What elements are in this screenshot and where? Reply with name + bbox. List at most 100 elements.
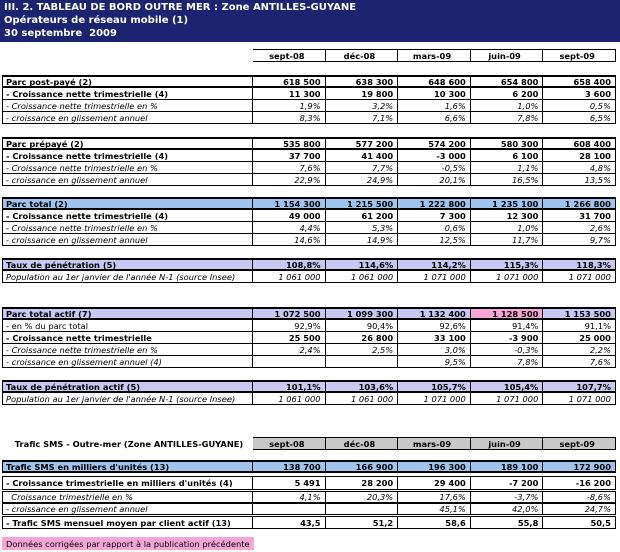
table-row: - Croissance nette trimestrielle (4) 37 7… — [2, 150, 616, 162]
cell-value: 5,3% — [325, 222, 399, 234]
cell-value: 114,2% — [398, 258, 471, 271]
cell-value: 1,1% — [470, 162, 544, 174]
table-row: - Croissance nette trimestrielle en % 2,4… — [2, 344, 616, 356]
cell-value: 4,8% — [543, 162, 616, 174]
cell-value — [325, 503, 399, 515]
cell-value: 1 132 400 — [398, 307, 471, 320]
table-row: - en % du parc total 92,9% 90,4% 92,6% 91,4%… — [2, 320, 616, 332]
cell-value: 105,4% — [470, 380, 544, 393]
cell-value: 1 222 800 — [398, 197, 471, 210]
row-label: - croissance en glissement annuel — [2, 174, 253, 186]
cell-value: 189 100 — [470, 460, 544, 473]
row-label: Taux de pénétration (5) — [2, 258, 253, 271]
cell-value: 1 071 000 — [398, 271, 471, 283]
cell-value: 3,0% — [398, 344, 471, 356]
table-row: Parc total actif (7) 1 072 500 1 099 300 1 … — [2, 307, 616, 320]
cell-value: 12 300 — [470, 210, 544, 222]
cell-value: -16 200 — [543, 476, 616, 490]
cell-value: 7,8% — [470, 356, 544, 368]
row-label: - Croissance nette trimestrielle — [2, 332, 253, 344]
row-label: - Croissance nette trimestrielle en % — [2, 344, 253, 356]
column-label: déc-08 — [325, 437, 399, 450]
cell-value — [253, 503, 326, 515]
subtitle: Opérateurs de réseau mobile (1) — [4, 15, 189, 26]
column-label: sept-09 — [543, 49, 616, 62]
cell-value: 16,5% — [470, 174, 544, 186]
date: 30 septembre 2009 — [4, 28, 117, 39]
spacer — [2, 49, 253, 62]
column-label: sept-09 — [543, 437, 616, 450]
cell-value: -3 000 — [398, 150, 471, 162]
table-row: Parc total (2) 1 154 300 1 215 500 1 222 80… — [2, 197, 616, 210]
cell-value: 1 128 500 — [470, 307, 544, 320]
cell-value: 114,6% — [325, 258, 399, 271]
row-label: - Croissance nette trimestrielle en % — [2, 162, 253, 174]
row-label: - Croissance nette trimestrielle (4) — [2, 88, 253, 100]
column-label: juin-09 — [470, 437, 544, 450]
cell-value: 24,9% — [325, 174, 399, 186]
cell-value: 28 200 — [325, 476, 399, 490]
cell-value: 4,1% — [253, 491, 326, 503]
cell-value: 1,6% — [398, 100, 471, 112]
row-label: Population au 1er janvier de l'année N-1… — [2, 271, 253, 283]
cell-value: 108,8% — [253, 258, 326, 271]
row-label: - Croissance nette trimestrielle en % — [2, 222, 253, 234]
row-label: - Croissance nette trimestrielle (4) — [2, 210, 253, 222]
cell-value: 2,2% — [543, 344, 616, 356]
cell-value: -7 200 — [470, 476, 544, 490]
cell-value: 11 300 — [253, 88, 326, 100]
cell-value: 577 200 — [325, 137, 399, 150]
cell-value: 37 700 — [253, 150, 326, 162]
cell-value: 6,5% — [543, 112, 616, 124]
cell-value: 172 900 — [543, 460, 616, 473]
cell-value: 25 500 — [253, 332, 326, 344]
cell-value: 43,5 — [253, 516, 326, 529]
cell-value: 1 235 100 — [470, 197, 544, 210]
table-row: Population au 1er janvier de l'année N-1… — [2, 271, 616, 283]
table-row: - Croissance trimestrielle en milliers d… — [2, 476, 616, 490]
cell-value: 118,3% — [543, 258, 616, 271]
cell-value: 1,0% — [470, 222, 544, 234]
header: III. 2. TABLEAU DE BORD OUTRE MER : Zone… — [0, 0, 620, 42]
cell-value: 8,3% — [253, 112, 326, 124]
table-row: - Croissance nette trimestrielle en % 1,9… — [2, 100, 616, 112]
cell-value: 138 700 — [253, 460, 326, 473]
table-row: - Croissance nette trimestrielle (4) 49 0… — [2, 210, 616, 222]
cell-value: 20,3% — [325, 491, 399, 503]
sms-header: Trafic SMS - Outre-mer (Zone ANTILLES-GU… — [2, 437, 616, 450]
cell-value: 5 491 — [253, 476, 326, 490]
cell-value: 658 400 — [543, 75, 616, 88]
cell-value: 7,1% — [325, 112, 399, 124]
cell-value: 31 700 — [543, 210, 616, 222]
row-label: Parc total actif (7) — [2, 307, 253, 320]
sms-title: Trafic SMS - Outre-mer (Zone ANTILLES-GU… — [14, 438, 244, 449]
cell-value: 90,4% — [325, 320, 399, 332]
cell-value: 41 400 — [325, 150, 399, 162]
cell-value: 14,6% — [253, 234, 326, 246]
cell-value: 91,4% — [470, 320, 544, 332]
cell-value: 4,4% — [253, 222, 326, 234]
cell-value: 33 100 — [398, 332, 471, 344]
cell-value: 9,5% — [398, 356, 471, 368]
row-label: Parc post-payé (2) — [2, 75, 253, 88]
cell-value: 1 071 000 — [543, 271, 616, 283]
table-row: - croissance en glissement annuel 14,6% 14… — [2, 234, 616, 246]
cell-value: 1 072 500 — [253, 307, 326, 320]
cell-value: 19 800 — [325, 88, 399, 100]
cell-value: 58,6 — [398, 516, 471, 529]
cell-value: 28 100 — [543, 150, 616, 162]
cell-value: 13,5% — [543, 174, 616, 186]
table-row: - Croissance nette trimestrielle en % 4,4… — [2, 222, 616, 234]
cell-value: -3,7% — [470, 491, 544, 503]
cell-value: 0,5% — [543, 100, 616, 112]
cell-value: 0,6% — [398, 222, 471, 234]
cell-value: 20,1% — [398, 174, 471, 186]
table-row: Trafic SMS en milliers d'unités (13) 138 … — [2, 460, 616, 473]
cell-value: 2,5% — [325, 344, 399, 356]
cell-value: 107,7% — [543, 380, 616, 393]
cell-value: 24,7% — [543, 503, 616, 515]
cell-value: 1 071 000 — [470, 271, 544, 283]
cell-value: 51,2 — [325, 516, 399, 529]
cell-value: 618 500 — [253, 75, 326, 88]
table-row: - Croissance nette trimestrielle (4) 11 3… — [2, 88, 616, 100]
